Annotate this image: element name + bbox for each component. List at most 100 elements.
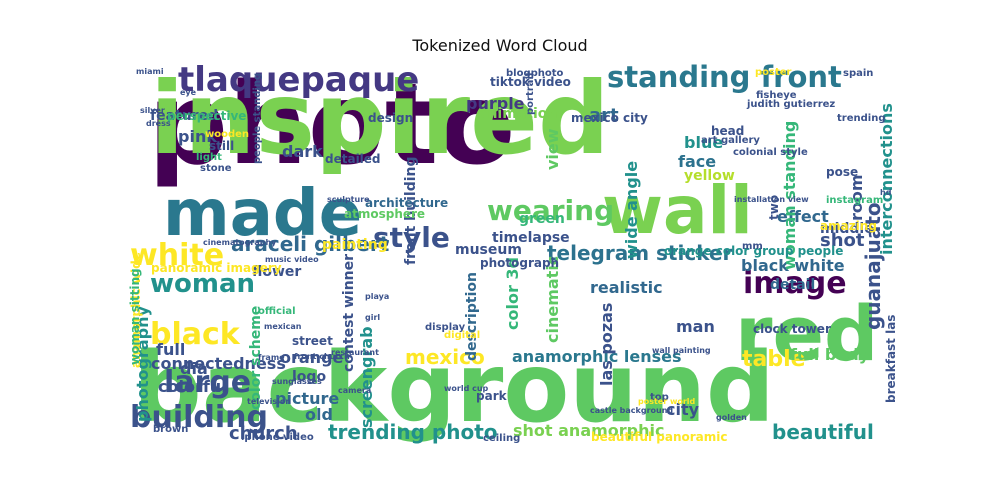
word-wall-painting: wall painting bbox=[652, 346, 711, 355]
word-orange-color-group-people: orange color group people bbox=[664, 244, 843, 258]
word-wall: wall bbox=[602, 172, 753, 249]
word-city: city bbox=[666, 400, 700, 419]
word-shot-anamorphic: shot anamorphic bbox=[513, 421, 664, 440]
word-panoramic-imagery: panoramic imagery bbox=[151, 261, 282, 275]
word-photo: photo bbox=[148, 60, 515, 190]
word-screengrab: screengrab bbox=[357, 326, 376, 428]
word-shot: shot bbox=[820, 230, 865, 251]
word-black-white: black white bbox=[741, 256, 845, 275]
word-portrait: portrait bbox=[525, 71, 536, 115]
word-las-pozas: las pozas bbox=[597, 303, 616, 386]
word-image: image bbox=[743, 266, 847, 301]
word-full-body: full body bbox=[790, 345, 870, 364]
word-woman: woman bbox=[150, 269, 255, 299]
word-park: park bbox=[476, 389, 508, 403]
word-anamorphic-lenses: anamorphic lenses bbox=[512, 347, 682, 366]
word-white: white bbox=[130, 238, 224, 273]
word-detailed: detailed bbox=[325, 152, 381, 166]
word-light: light bbox=[196, 152, 222, 163]
word-pose: pose bbox=[826, 165, 858, 179]
word-colonial-style: colonial style bbox=[733, 147, 808, 158]
word-top: top bbox=[650, 392, 669, 403]
word-mexico-city: mexico city bbox=[571, 111, 648, 125]
word-color-scheme: color scheme bbox=[248, 306, 264, 410]
word-dark: dark bbox=[282, 142, 323, 161]
word-photography: photography bbox=[133, 306, 152, 422]
word-music-video: music video bbox=[265, 255, 319, 264]
word-contest-winner: contest winner bbox=[341, 254, 357, 372]
word-flower: flower bbox=[252, 264, 301, 280]
word-digital: digital bbox=[444, 330, 480, 341]
word-fisheye: fisheye bbox=[756, 90, 797, 101]
word-atmosphere: atmosphere bbox=[344, 207, 425, 221]
word-instagram: instagram bbox=[826, 195, 883, 206]
word-museum: museum bbox=[455, 242, 522, 258]
word-iphone-video: iphone video bbox=[241, 432, 314, 443]
word-view: view bbox=[543, 128, 562, 170]
word-orange: orange bbox=[280, 348, 344, 367]
word-logo: logo bbox=[292, 369, 326, 385]
word-brown: brown bbox=[153, 424, 188, 435]
word-official: official bbox=[258, 306, 296, 317]
word-trending-photo: trending photo bbox=[328, 420, 498, 444]
word-castle-background: castle background bbox=[590, 406, 673, 415]
word-art-gallery: art gallery bbox=[701, 135, 760, 146]
word-large: large bbox=[164, 365, 251, 400]
word-miami: miami bbox=[136, 67, 164, 76]
word-connectedness: connectedness bbox=[151, 354, 286, 373]
word-wooden: wooden bbox=[205, 129, 249, 140]
word-stone: stone bbox=[200, 163, 232, 174]
word-detail: detail bbox=[770, 277, 815, 293]
word-mm: mm bbox=[742, 241, 763, 252]
word-middle: middle bbox=[820, 221, 874, 237]
word-telegram-sticker: telegram sticker bbox=[547, 241, 733, 265]
word-street: street bbox=[292, 334, 333, 348]
word-black: black bbox=[150, 317, 241, 352]
word-world-cup: world cup bbox=[444, 384, 489, 393]
word-girl: girl bbox=[365, 313, 380, 322]
word-clock-tower: clock tower bbox=[753, 322, 831, 336]
word-breakfast-las: breakfast las bbox=[884, 315, 898, 403]
word-anamorphic-wide: anamorphic wide bbox=[129, 252, 143, 368]
word-spain: spain bbox=[843, 68, 873, 79]
word-playa: playa bbox=[365, 292, 389, 301]
word-color-3d: color 3d bbox=[503, 257, 522, 330]
word-description: description bbox=[464, 272, 480, 361]
word-beautiful: beautiful bbox=[772, 420, 874, 444]
word-hd: hd bbox=[880, 188, 892, 197]
word-made: made bbox=[163, 177, 362, 251]
word-art: art bbox=[589, 105, 619, 126]
word-still: still bbox=[209, 139, 234, 153]
word-head: head bbox=[711, 124, 744, 138]
word-wide-angle: wide angle bbox=[622, 161, 641, 259]
word-old: old bbox=[305, 405, 333, 424]
word-eye: eye bbox=[180, 88, 197, 97]
word-standing-front: standing front bbox=[607, 60, 842, 94]
cloud-background bbox=[127, 60, 900, 444]
word-background: background bbox=[133, 332, 775, 444]
word-frame: frame bbox=[258, 353, 285, 362]
word-wearing: wearing bbox=[487, 194, 614, 227]
word-display: display bbox=[425, 322, 466, 333]
word-perspective: perspective bbox=[167, 109, 246, 123]
word-woman-sitting: woman sitting bbox=[128, 268, 142, 365]
word-room: room bbox=[847, 174, 866, 221]
word-trending: trending bbox=[837, 113, 885, 124]
word-beautiful-panoramic: beautiful panoramic bbox=[591, 430, 728, 444]
word-front-building: front building bbox=[403, 156, 419, 265]
word-guanajuato: guanajuato bbox=[861, 202, 885, 330]
word-cinematic: cinematic bbox=[543, 256, 562, 343]
word-full: full bbox=[156, 340, 185, 359]
word-painting: painting bbox=[322, 237, 388, 253]
word-face: face bbox=[678, 152, 716, 171]
word-blogphoto: blogphoto bbox=[506, 68, 564, 79]
word-green: green bbox=[519, 211, 565, 227]
word-dress: dress bbox=[146, 119, 171, 128]
word-style: style bbox=[373, 221, 450, 254]
word-restaurant: restaurant bbox=[331, 348, 379, 357]
word-design: design bbox=[368, 111, 413, 125]
word-red: red bbox=[735, 289, 878, 378]
word-installation-view: installation view bbox=[734, 195, 809, 204]
word-amazing: amazing bbox=[820, 219, 877, 233]
